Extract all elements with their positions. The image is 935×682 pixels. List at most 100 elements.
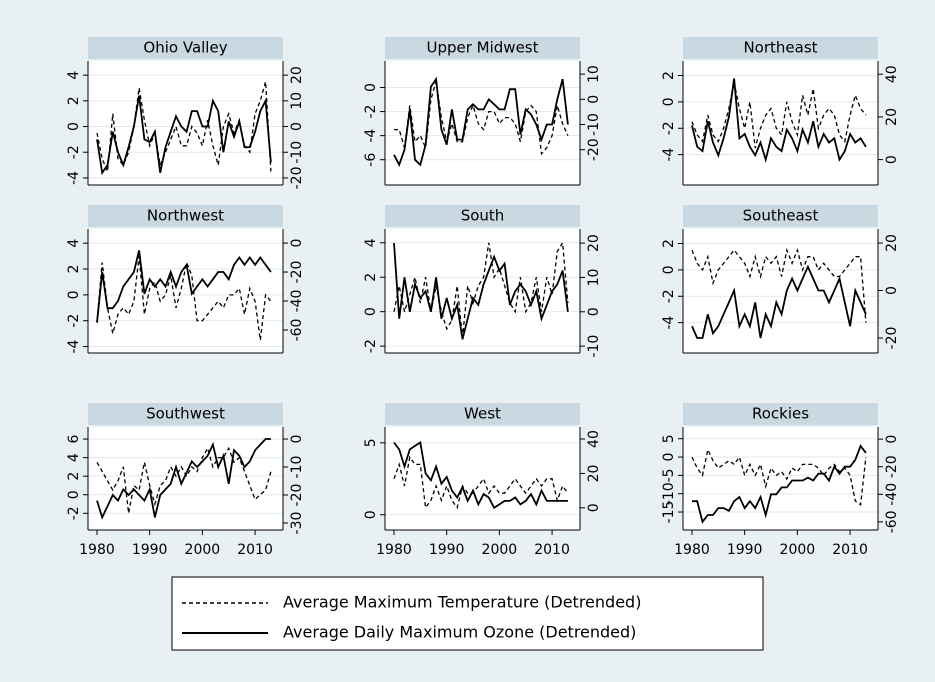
panel-header [385, 403, 580, 425]
y2-tick-label: 10 [586, 269, 602, 287]
y-tick-label: -4 [66, 171, 82, 185]
panel-header [385, 205, 580, 227]
series-line [96, 446, 272, 514]
panel-title: Northwest [147, 207, 224, 225]
y-tick-label: 5 [661, 434, 677, 443]
panel-header [88, 205, 283, 227]
panel-title: South [461, 207, 505, 225]
legend-label: Average Maximum Temperature (Detrended) [283, 593, 641, 612]
y-tick-label: 4 [66, 239, 82, 248]
y-tick-label: 0 [66, 490, 82, 499]
series-line [393, 441, 568, 510]
y-tick-label: 2 [661, 71, 677, 80]
y2-tick-label: 0 [586, 503, 602, 512]
y-tick-label: -4 [66, 339, 82, 353]
legend-label: Average Daily Maximum Ozone (Detrended) [283, 623, 636, 642]
y2-tick-label: 40 [884, 65, 900, 83]
plot-area [683, 229, 878, 353]
y-tick-label: -2 [66, 506, 82, 520]
y2-tick-label: 0 [289, 239, 305, 248]
y-tick-label: 4 [363, 238, 379, 247]
y-tick-label: -5 [661, 468, 677, 482]
panel-title: Ohio Valley [143, 39, 227, 57]
y-tick-label: -2 [661, 121, 677, 135]
panel-title: Southeast [743, 207, 819, 225]
y-tick-label: -2 [363, 105, 379, 119]
series-line [96, 438, 271, 520]
y-tick-label: 0 [661, 97, 677, 106]
y2-tick-label: 0 [884, 435, 900, 444]
series-line [692, 444, 867, 524]
plot-area [88, 229, 283, 353]
x-tick-label: 1980 [376, 542, 412, 558]
y-tick-label: -2 [66, 145, 82, 159]
y2-tick-label: 0 [884, 155, 900, 164]
y-tick-label: 4 [66, 71, 82, 80]
series-line [691, 447, 867, 506]
y2-tick-label: -40 [884, 483, 900, 506]
plot-area [88, 61, 283, 185]
x-tick-label: 1990 [132, 542, 168, 558]
x-tick-label: 2000 [482, 542, 518, 558]
x-tick-label: 2010 [534, 542, 570, 558]
y2-tick-label: -10 [586, 113, 602, 136]
x-tick-label: 1990 [429, 542, 465, 558]
panel-header [683, 403, 878, 425]
plot-area [683, 61, 878, 185]
legend-box [171, 576, 764, 651]
y2-tick-label: -10 [586, 335, 602, 358]
x-tick-label: 2000 [780, 542, 816, 558]
y-tick-label: 2 [66, 265, 82, 274]
y-tick-label: 0 [66, 290, 82, 299]
series-line [96, 256, 272, 341]
y2-tick-label: 0 [586, 307, 602, 316]
y-tick-label: 0 [661, 265, 677, 274]
x-tick-label: 2010 [237, 542, 273, 558]
y-tick-label: -10 [661, 482, 677, 505]
panel-header [385, 37, 580, 59]
y-tick-label: 0 [363, 307, 379, 316]
y2-tick-label: -10 [289, 141, 305, 164]
y2-tick-label: -20 [884, 327, 900, 350]
x-tick-label: 1990 [727, 542, 763, 558]
y-tick-label: -4 [661, 148, 677, 162]
y-tick-label: 5 [363, 438, 379, 447]
panel-title: Southwest [146, 405, 225, 423]
x-tick-label: 1980 [79, 542, 115, 558]
series-line [393, 243, 569, 340]
y-tick-label: -15 [661, 501, 677, 524]
y-tick-label: 2 [661, 239, 677, 248]
y2-tick-label: -60 [289, 319, 305, 342]
series-line [393, 240, 569, 338]
series-line [691, 81, 867, 149]
y-tick-label: 0 [363, 510, 379, 519]
y2-tick-label: 20 [586, 234, 602, 252]
y-tick-label: 6 [66, 435, 82, 444]
y-tick-label: -2 [661, 289, 677, 303]
y2-tick-label: 10 [586, 65, 602, 83]
y-tick-label: -4 [661, 316, 677, 330]
y-tick-label: -4 [363, 129, 379, 143]
series-line [393, 455, 569, 510]
x-tick-label: 2000 [185, 542, 221, 558]
panel-title: Northeast [743, 39, 817, 57]
y2-tick-label: 20 [289, 66, 305, 84]
panel-title: Rockies [752, 405, 809, 423]
series-line [96, 95, 272, 176]
y-tick-label: -2 [363, 339, 379, 353]
y2-tick-label: 20 [884, 234, 900, 252]
panel-header [88, 37, 283, 59]
y2-tick-label: -40 [289, 290, 305, 313]
y-tick-label: 2 [66, 96, 82, 105]
y2-tick-label: -20 [289, 484, 305, 507]
y2-tick-label: -20 [586, 138, 602, 161]
panel-header [88, 403, 283, 425]
x-tick-label: 2010 [832, 542, 868, 558]
series-line [691, 264, 867, 339]
plot-area [385, 61, 580, 185]
y-tick-label: -2 [66, 314, 82, 328]
panel-header [683, 37, 878, 59]
y2-tick-label: -30 [289, 512, 305, 535]
series-line [691, 78, 867, 163]
panel-title: Upper Midwest [426, 39, 538, 57]
